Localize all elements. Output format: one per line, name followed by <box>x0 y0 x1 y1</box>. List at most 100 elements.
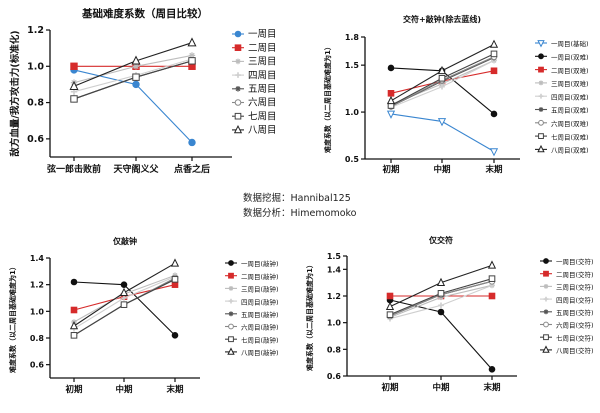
y-axis-label: 难度系数（以二周目基础难度为1） <box>323 43 332 154</box>
marker-triangle <box>69 321 79 330</box>
series-line <box>390 67 495 115</box>
legend-item: 八周目(双难) <box>535 144 589 155</box>
series-line <box>389 264 493 308</box>
legend-label: 七周目 <box>248 111 277 122</box>
chart-1: 基础难度系数（周目比较） 0.6 0.8 1.0 1.2 弦一郎击败前 天守阁义父 点香之后 敌… <box>9 7 277 175</box>
chart-2: 交符+敲钟(除去蓝线) 0.5 1.0 1.5 1.8 初期 中期 末期 难度系数（以二周目基础… <box>323 14 589 175</box>
legend-item: 三周目(双难) <box>535 79 589 88</box>
y-axis-label: 难度系数（以二周目基础难度为1） <box>8 263 17 374</box>
marker-circle-open <box>543 321 549 328</box>
marker-square <box>386 292 394 300</box>
legend-label: 六周目 <box>248 97 277 109</box>
legend-label: 一周目(敲钟) <box>241 259 279 268</box>
y-tick-label: 1.0 <box>30 307 45 316</box>
y-tick-label: 1.8 <box>345 33 360 42</box>
series-8 <box>69 258 180 330</box>
x-tick-label: 弦一郎击败前 <box>47 163 101 175</box>
marker-square <box>70 62 78 70</box>
x-tick-label: 点香之后 <box>174 163 210 175</box>
legend-item: 七周目(交符) <box>540 333 594 342</box>
legend-item: 六周目(敲钟) <box>225 323 279 332</box>
legend-item: 一周目 <box>232 29 277 40</box>
legend-label: 八周目 <box>248 125 277 136</box>
legend-label: 八周目(交符) <box>556 346 594 355</box>
series-1 <box>386 296 496 373</box>
chart-title: 交符+敲钟(除去蓝线) <box>403 14 481 24</box>
y-axis-label: 敌方血量/我方攻击力(标准化) <box>9 30 21 156</box>
legend-item: 七周目(敲钟) <box>225 335 279 344</box>
legend-label: 四周目(敲钟) <box>241 297 279 306</box>
marker-triangle <box>187 37 197 47</box>
x-tick-label: 初期 <box>65 384 83 395</box>
chart-title: 仅交符 <box>428 235 453 245</box>
marker-circle-open <box>234 99 242 106</box>
legend-label: 三周目(交符) <box>556 283 594 292</box>
marker-star <box>235 58 241 65</box>
marker-triangle <box>131 55 141 65</box>
marker-square-open <box>70 332 78 339</box>
series-8 <box>69 37 197 90</box>
marker-star <box>439 81 445 87</box>
marker-triangle <box>69 80 79 90</box>
legend-item: 一周目(双难) <box>535 53 589 62</box>
marker-triangle <box>542 345 550 353</box>
legend-item: 四周目(交符) <box>540 295 594 304</box>
credit-data-mining: 数据挖掘：Hannibal125 <box>243 193 351 204</box>
marker-star <box>538 80 544 86</box>
marker-triangle <box>119 287 129 296</box>
marker-circle <box>437 308 445 316</box>
legend-label: 七周目(敲钟) <box>241 335 279 344</box>
marker-circle <box>171 332 179 339</box>
marker-square <box>538 66 544 73</box>
legend-item: 四周目(敲钟) <box>225 297 279 306</box>
marker-star <box>228 311 234 317</box>
y-tick-label: 0.5 <box>345 155 360 164</box>
legend-label: 四周目 <box>248 70 277 81</box>
series-9 <box>386 39 499 105</box>
marker-triangle <box>537 144 545 153</box>
chart-4: 仅交符 0.6 0.8 1.0 1.2 1.4 1.5 初期 中期 末期 难度系数（以二周目基础难度… <box>305 235 594 393</box>
legend-item: 三周目(敲钟) <box>225 285 279 294</box>
y-tick-label: 1.2 <box>30 281 44 290</box>
legend-label: 三周目 <box>248 57 277 68</box>
legend-item: 二周目(双难) <box>535 66 589 75</box>
legend-item: 四周目 <box>232 70 277 81</box>
marker-circle <box>70 278 78 286</box>
legend-label: 六周目(敲钟) <box>241 323 279 332</box>
marker-square <box>228 272 234 279</box>
legend-label: 一周目(基础) <box>551 39 589 48</box>
legend-item: 一周目(交符) <box>540 257 594 266</box>
marker-triangle <box>437 65 447 75</box>
series-1 <box>70 278 179 339</box>
y-tick-label: 0.8 <box>327 345 342 354</box>
marker-circle <box>490 110 498 118</box>
y-tick-label: 1.4 <box>30 254 45 263</box>
chart-3: 仅敲钟 0.6 0.8 1.0 1.2 1.4 初期 中期 末期 难度系数（以二周目基础难度为1）… <box>8 236 279 395</box>
legend-label: 八周目(敲钟) <box>241 348 279 357</box>
marker-circle-open <box>538 119 544 126</box>
marker-triangle <box>233 124 243 134</box>
legend-label: 七周目(交符) <box>556 333 594 342</box>
marker-square-open <box>437 290 445 297</box>
marker-circle <box>188 138 196 147</box>
series-8 <box>385 260 497 310</box>
marker-triangle-down <box>537 40 545 48</box>
legend-label: 七周目(双难) <box>551 132 589 141</box>
marker-square-open <box>488 275 496 282</box>
marker-star <box>543 309 549 315</box>
legend-item: 四周目(双难) <box>535 92 589 101</box>
marker-circle <box>234 30 242 38</box>
marker-triangle-down <box>386 110 396 119</box>
y-tick-label: 1.4 <box>327 265 342 274</box>
legend-label: 一周目(双难) <box>551 53 589 62</box>
marker-square-open <box>386 311 394 318</box>
marker-square <box>70 306 78 314</box>
chart-title: 仅敲钟 <box>112 236 137 246</box>
y-tick-label: 0.6 <box>27 134 44 145</box>
legend-label: 六周目(交符) <box>556 321 594 330</box>
y-tick-label: 0.6 <box>30 361 45 370</box>
legend-label: 一周目(交符) <box>556 257 594 266</box>
marker-plus <box>438 302 444 309</box>
marker-circle <box>387 64 395 72</box>
